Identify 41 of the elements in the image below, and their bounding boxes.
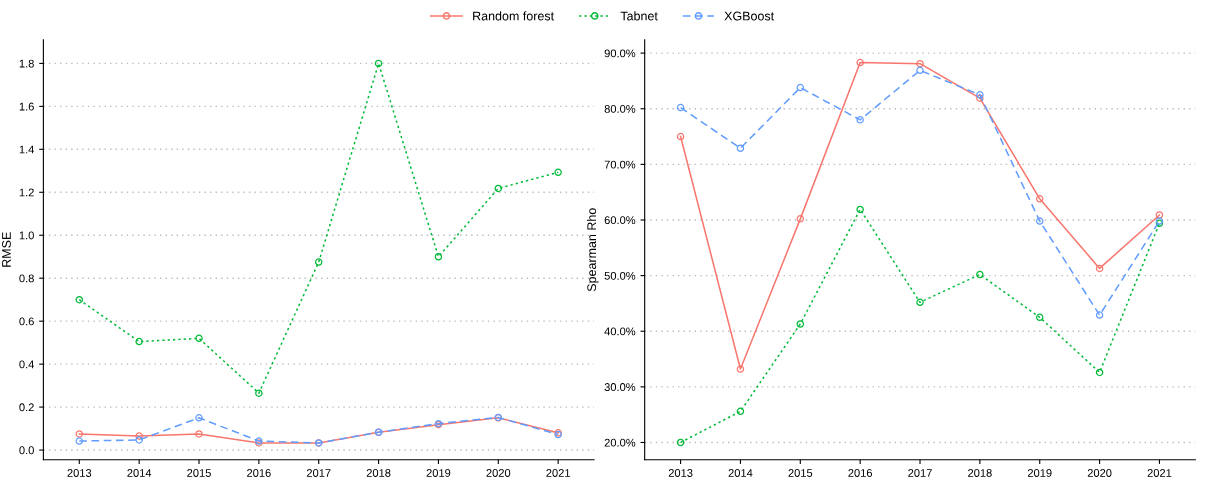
x-tick-label: 2021 — [546, 469, 570, 477]
x-tick-label: 2021 — [1147, 469, 1172, 477]
x-tick-label: 2018 — [366, 469, 391, 477]
y-tick-label: 1.2 — [19, 188, 34, 197]
x-tick-label: 2014 — [728, 469, 753, 477]
y-tick-label: 50.0% — [604, 271, 636, 280]
x-tick-label: 2016 — [247, 469, 271, 477]
y-tick-label: 20.0% — [604, 438, 636, 447]
y-tick-label: 0.6 — [19, 317, 34, 326]
y-tick-label: 60.0% — [604, 216, 636, 225]
x-tick-label: 2020 — [486, 469, 511, 477]
y-axis-title: Spearman Rho — [586, 208, 599, 292]
x-tick-label: 2020 — [1087, 469, 1112, 477]
legend-label: XGBoost — [724, 11, 775, 21]
y-tick-label: 0.8 — [19, 274, 34, 283]
y-tick-label: 70.0% — [604, 160, 636, 169]
legend-label: Random forest — [473, 11, 554, 21]
y-axis-title: RMSE — [2, 232, 11, 267]
y-tick-label: 1.4 — [19, 145, 35, 154]
x-tick-label: 2015 — [187, 469, 211, 477]
x-tick-label: 2013 — [67, 469, 92, 477]
y-tick-label: 90.0% — [604, 49, 636, 58]
x-tick-label: 2013 — [668, 469, 693, 477]
x-tick-label: 2014 — [127, 469, 152, 477]
y-tick-label: 1.8 — [19, 59, 34, 68]
legend-label: Tabnet — [620, 11, 658, 21]
y-tick-label: 1.6 — [19, 102, 34, 111]
y-tick-label: 0.2 — [19, 403, 34, 412]
y-tick-label: 80.0% — [604, 105, 636, 113]
x-tick-label: 2017 — [908, 469, 932, 477]
y-tick-label: 30.0% — [604, 383, 636, 391]
x-tick-label: 2016 — [848, 469, 873, 477]
x-tick-label: 2015 — [788, 469, 813, 477]
y-tick-label: 40.0% — [604, 327, 636, 336]
x-tick-label: 2019 — [1027, 469, 1052, 477]
y-tick-label: 1.0 — [19, 231, 34, 240]
y-tick-label: 0.4 — [19, 360, 35, 369]
x-tick-label: 2019 — [426, 469, 451, 477]
x-tick-label: 2017 — [306, 469, 331, 477]
x-tick-label: 2018 — [968, 469, 992, 477]
y-tick-label: 0.0 — [19, 446, 34, 455]
